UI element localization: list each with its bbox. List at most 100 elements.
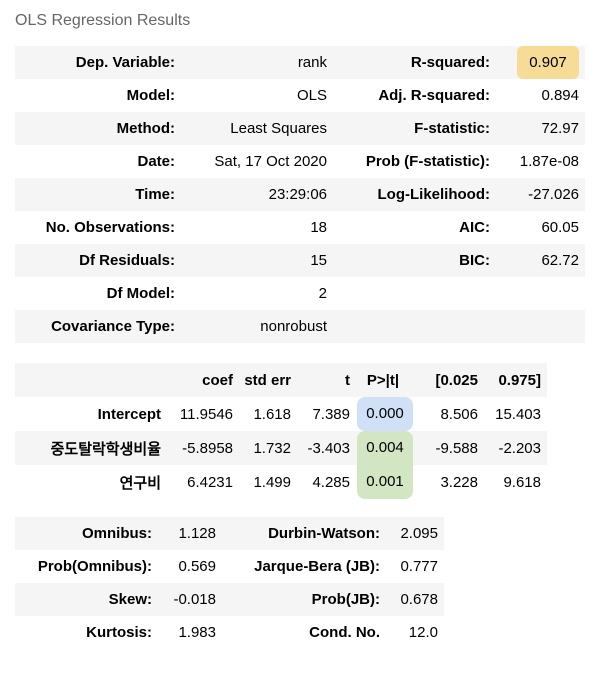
summary-label: Log-Likelihood: bbox=[333, 178, 490, 211]
summary-label bbox=[333, 277, 490, 310]
ci-high-cell: 15.403 bbox=[495, 405, 541, 423]
summary-value: rank bbox=[175, 46, 333, 79]
table-row: Omnibus: 1.128 Durbin-Watson: 2.095 bbox=[15, 517, 444, 550]
summary-value bbox=[490, 277, 585, 310]
column-header: [0.025 bbox=[416, 363, 482, 397]
summary-value bbox=[490, 310, 585, 343]
table-row: Time: 23:29:06 Log-Likelihood: -27.026 bbox=[15, 178, 585, 211]
p-value-highlight: 0.004 bbox=[357, 431, 413, 465]
table-row: Prob(Omnibus): 0.569 Jarque-Bera (JB): 0… bbox=[15, 550, 444, 583]
summary-label: No. Observations: bbox=[45, 219, 175, 236]
table-row: Dep. Variable: rank R-squared: 0.907 bbox=[15, 46, 585, 79]
column-header: 0.975] bbox=[482, 363, 547, 397]
summary-label: Date: bbox=[137, 153, 175, 170]
diag-label: Omnibus: bbox=[15, 517, 158, 550]
table-row: Method: Least Squares F-statistic: 72.97 bbox=[15, 112, 585, 145]
t-cell: 4.285 bbox=[312, 473, 350, 491]
row-label: 중도탈락학생비율 bbox=[15, 431, 167, 465]
column-header: coef bbox=[167, 363, 237, 397]
table-row: Df Model: 2 bbox=[15, 277, 585, 310]
diag-value: 1.128 bbox=[158, 517, 222, 550]
ci-low-cell: 8.506 bbox=[440, 405, 478, 423]
diag-label: Kurtosis: bbox=[86, 624, 152, 641]
column-header: P>|t| bbox=[354, 363, 416, 397]
diag-value: 0.569 bbox=[178, 558, 216, 575]
results-caption: OLS Regression Results bbox=[15, 12, 191, 29]
column-header: std err bbox=[237, 363, 295, 397]
ci-high-cell: -2.203 bbox=[482, 431, 547, 465]
summary-value: 23:29:06 bbox=[175, 178, 333, 211]
stderr-cell: 1.499 bbox=[253, 473, 291, 491]
summary-value: nonrobust bbox=[175, 310, 333, 343]
table-row: No. Observations: 18 AIC: 60.05 bbox=[15, 211, 585, 244]
row-label: Intercept bbox=[97, 405, 161, 423]
model-summary-table: Dep. Variable: rank R-squared: 0.907 Mod… bbox=[15, 46, 585, 343]
column-header: t bbox=[295, 363, 354, 397]
p-value-cell: 0.001 bbox=[354, 465, 416, 499]
summary-label: AIC: bbox=[459, 219, 490, 236]
table-row: Intercept 11.9546 1.618 7.389 0.000 8.50… bbox=[15, 397, 547, 431]
diag-value: -0.018 bbox=[158, 583, 222, 616]
summary-label: Covariance Type: bbox=[15, 310, 175, 343]
diag-value: 0.777 bbox=[400, 558, 438, 575]
table-row: Covariance Type: nonrobust bbox=[15, 310, 585, 343]
diag-label: Cond. No. bbox=[309, 624, 380, 641]
diag-value: 1.983 bbox=[178, 624, 216, 641]
summary-label bbox=[333, 310, 490, 343]
summary-value: 15 bbox=[175, 244, 333, 277]
summary-value: 2 bbox=[318, 285, 327, 302]
summary-value: OLS bbox=[296, 87, 327, 104]
summary-value: Least Squares bbox=[175, 112, 333, 145]
summary-label: Df Model: bbox=[106, 285, 175, 302]
table-row: Model: OLS Adj. R-squared: 0.894 bbox=[15, 79, 585, 112]
table-header-row: coef std err t P>|t| [0.025 0.975] bbox=[15, 363, 547, 397]
summary-value: 72.97 bbox=[490, 112, 585, 145]
summary-value: 1.87e-08 bbox=[519, 153, 579, 170]
diag-label: Skew: bbox=[15, 583, 158, 616]
diag-label: Prob(Omnibus): bbox=[37, 558, 152, 575]
summary-label: Adj. R-squared: bbox=[378, 87, 490, 104]
summary-label: Df Residuals: bbox=[15, 244, 175, 277]
diag-value: 2.095 bbox=[386, 517, 444, 550]
diag-value: 0.678 bbox=[386, 583, 444, 616]
coef-cell: 11.9546 bbox=[179, 405, 233, 423]
stderr-cell: 1.618 bbox=[253, 405, 291, 423]
table-row: Skew: -0.018 Prob(JB): 0.678 bbox=[15, 583, 444, 616]
summary-label: R-squared: bbox=[333, 46, 490, 79]
row-label: 연구비 bbox=[119, 474, 161, 492]
summary-label: Time: bbox=[15, 178, 175, 211]
ci-low-cell: 3.228 bbox=[440, 473, 478, 491]
p-value-cell: 0.000 bbox=[354, 397, 416, 431]
summary-label: BIC: bbox=[333, 244, 490, 277]
summary-label: Prob (F-statistic): bbox=[365, 153, 490, 170]
diag-label: Jarque-Bera (JB): bbox=[254, 558, 380, 575]
summary-value: 62.72 bbox=[490, 244, 585, 277]
summary-value: Sat, 17 Oct 2020 bbox=[214, 153, 327, 170]
summary-label: F-statistic: bbox=[333, 112, 490, 145]
diag-label: Durbin-Watson: bbox=[222, 517, 386, 550]
summary-value: 60.05 bbox=[541, 219, 579, 236]
coef-cell: 6.4231 bbox=[187, 473, 233, 491]
table-row: Df Residuals: 15 BIC: 62.72 bbox=[15, 244, 585, 277]
table-row: Date: Sat, 17 Oct 2020 Prob (F-statistic… bbox=[15, 145, 585, 178]
header-blank bbox=[15, 363, 167, 397]
summary-label: Model: bbox=[126, 87, 175, 104]
p-value-highlight: 0.001 bbox=[357, 465, 413, 499]
diag-value: 12.0 bbox=[408, 624, 438, 641]
table-row: 연구비 6.4231 1.499 4.285 0.001 3.228 9.618 bbox=[15, 465, 547, 499]
ci-low-cell: -9.588 bbox=[416, 431, 482, 465]
coefficient-table: coef std err t P>|t| [0.025 0.975] Inter… bbox=[15, 363, 547, 499]
t-cell: -3.403 bbox=[295, 431, 354, 465]
summary-value: 0.894 bbox=[541, 87, 579, 104]
table-row: 중도탈락학생비율 -5.8958 1.732 -3.403 0.004 -9.5… bbox=[15, 431, 547, 465]
p-value-cell: 0.004 bbox=[354, 431, 416, 465]
diag-label: Prob(JB): bbox=[222, 583, 386, 616]
diagnostics-table: Omnibus: 1.128 Durbin-Watson: 2.095 Prob… bbox=[15, 517, 444, 649]
summary-value: 18 bbox=[310, 219, 327, 236]
stderr-cell: 1.732 bbox=[237, 431, 295, 465]
summary-label: Dep. Variable: bbox=[15, 46, 175, 79]
r-squared-highlight: 0.907 bbox=[517, 46, 579, 79]
ci-high-cell: 9.618 bbox=[503, 473, 541, 491]
t-cell: 7.389 bbox=[312, 405, 350, 423]
table-row: Kurtosis: 1.983 Cond. No. 12.0 bbox=[15, 616, 444, 649]
